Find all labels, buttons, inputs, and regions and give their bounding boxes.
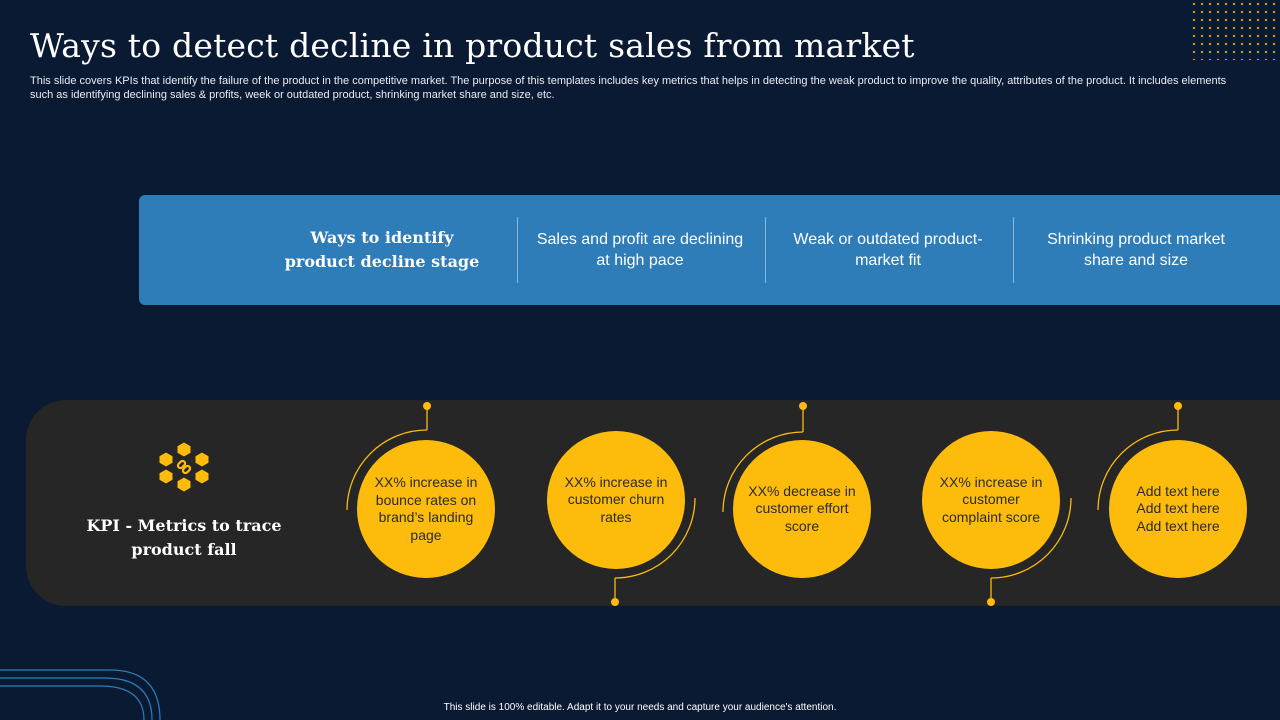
blockchain-cubes-icon (158, 441, 210, 493)
decorative-corner-curves (0, 669, 161, 720)
ways-heading: Ways to identify product decline stage (284, 228, 480, 271)
kpi-circle-complaint-score: XX% increase in customer complaint score (922, 431, 1060, 569)
ways-item-3: Shrinking product market share and size (1021, 195, 1251, 305)
slide-title: Ways to detect decline in product sales … (30, 26, 915, 65)
ways-item-1: Sales and profit are declining at high p… (525, 195, 755, 305)
kpi-circle-bounce-rates: XX% increase in bounce rates on brand’s … (357, 440, 495, 578)
slide-subtitle: This slide covers KPIs that identify the… (30, 75, 1227, 101)
ways-heading-cell: Ways to identify product decline stage (267, 195, 497, 305)
kpi-circle-text: XX% increase in customer complaint score (939, 473, 1043, 525)
divider (765, 217, 766, 283)
kpi-heading: KPI - Metrics to trace product fall (86, 516, 282, 559)
ways-item-text: Weak or outdated product-market fit (793, 231, 983, 269)
ways-item-2: Weak or outdated product-market fit (773, 195, 1003, 305)
divider (517, 217, 518, 283)
ways-item-text: Shrinking product market share and size (1047, 231, 1225, 269)
ways-panel: Ways to identify product decline stage S… (139, 195, 1280, 305)
decorative-dot-grid (1190, 0, 1280, 60)
kpi-circle-effort-score: XX% decrease in customer effort score (733, 440, 871, 578)
kpi-circle-text: XX% increase in customer churn rates (564, 473, 668, 525)
ways-item-text: Sales and profit are declining at high p… (536, 231, 744, 269)
kpi-circle-churn-rates: XX% increase in customer churn rates (547, 431, 685, 569)
slide-footer: This slide is 100% editable. Adapt it to… (443, 702, 837, 713)
kpi-circle-placeholder: Add text here Add text here Add text her… (1109, 440, 1247, 578)
kpi-circle-text: Add text here Add text here Add text her… (1136, 482, 1220, 534)
kpi-circle-text: XX% increase in bounce rates on brand’s … (374, 474, 478, 543)
divider (1013, 217, 1014, 283)
kpi-circle-text: XX% decrease in customer effort score (748, 482, 856, 534)
